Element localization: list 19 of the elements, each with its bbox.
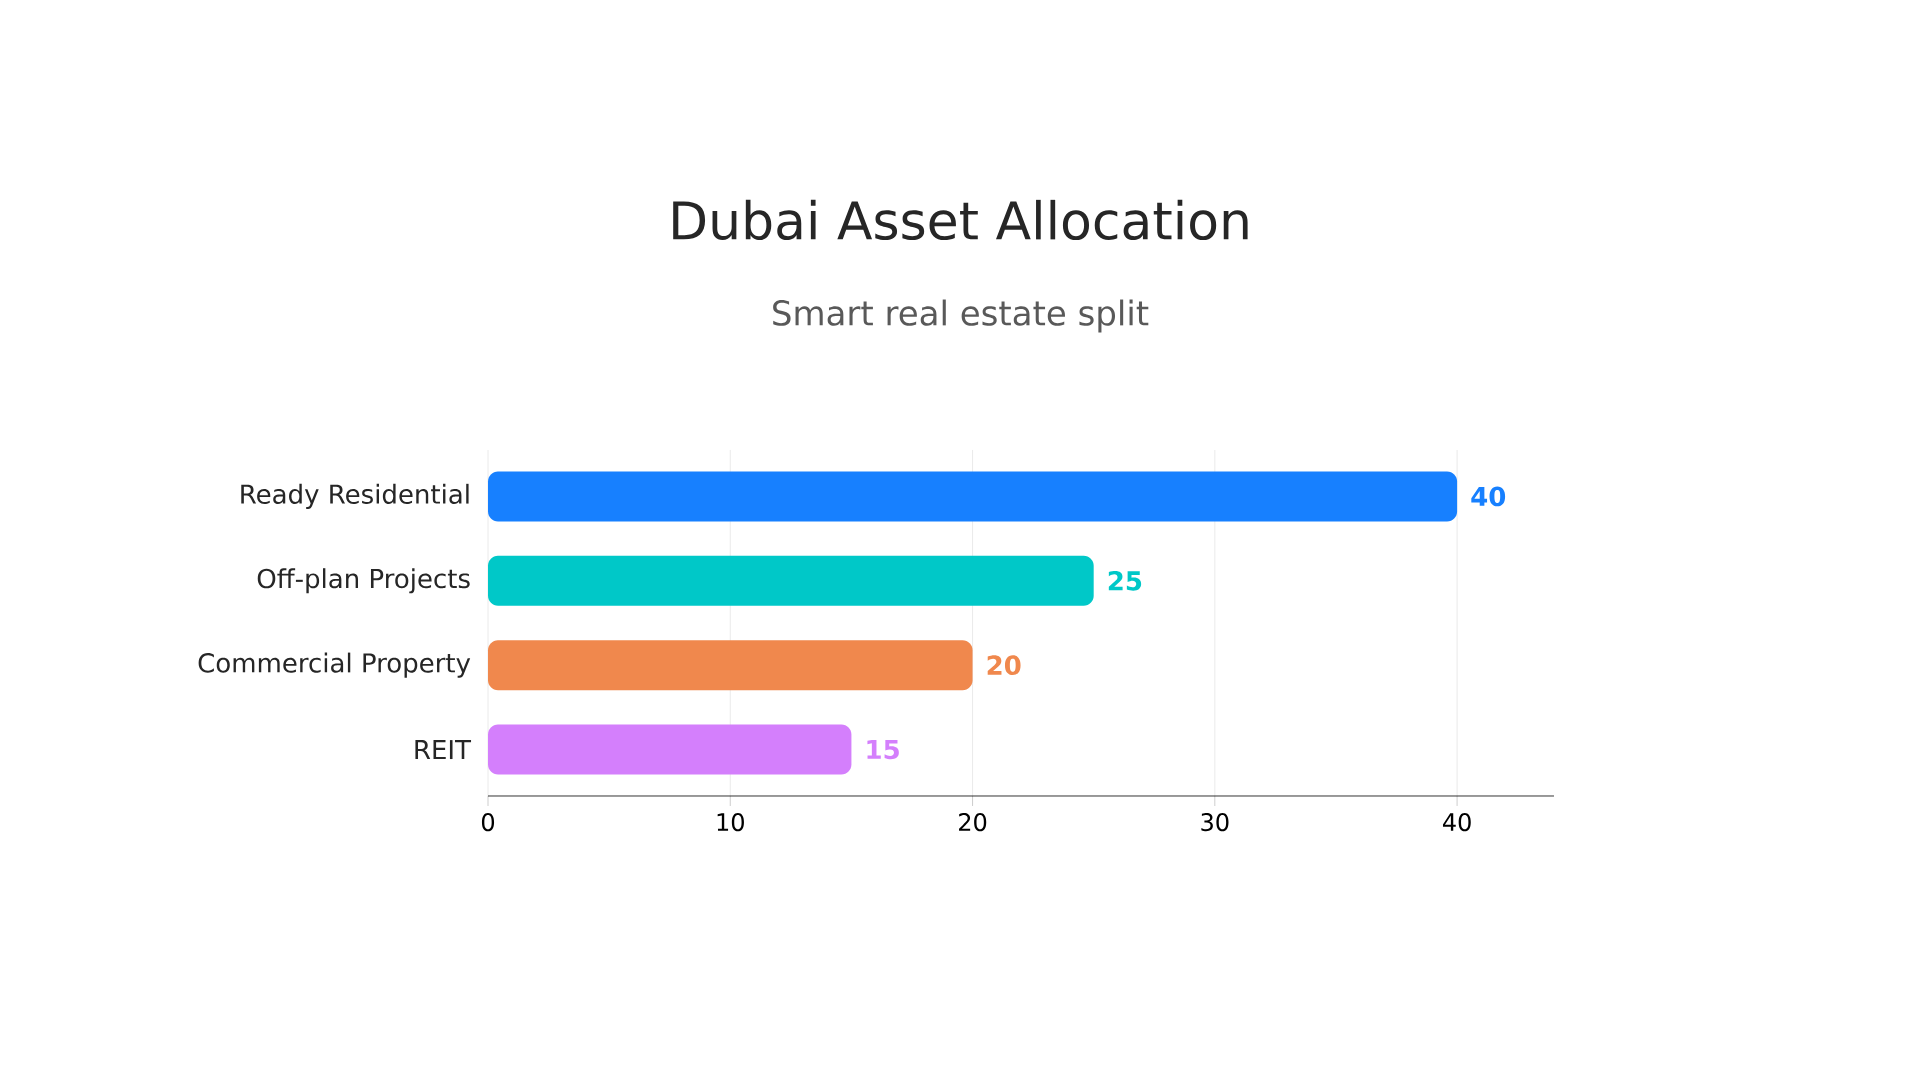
x-tick-label: 30: [1201, 813, 1229, 832]
data-label: 40: [1471, 486, 1506, 507]
x-tick-label: 20: [959, 813, 987, 832]
data-label: 15: [867, 739, 899, 760]
y-tick-label: Ready Residential: [241, 483, 469, 509]
bar: [488, 471, 1458, 522]
x-tick-label: 0: [481, 813, 495, 832]
bar: [488, 724, 852, 775]
y-tick-label: Commercial Property: [198, 652, 471, 678]
y-tick-label: Off-plan Projects: [257, 568, 470, 594]
chart-title: Dubai Asset Allocation: [673, 199, 1248, 241]
data-label: 25: [1108, 570, 1142, 591]
bar: [488, 640, 973, 691]
x-tick-label: 40: [1442, 813, 1471, 832]
x-tick-label: 10: [717, 813, 744, 832]
bar: [488, 555, 1094, 606]
data-label: 20: [987, 655, 1021, 676]
y-tick-label: REIT: [415, 740, 472, 760]
chart-subtitle: Smart real estate split: [773, 299, 1149, 333]
